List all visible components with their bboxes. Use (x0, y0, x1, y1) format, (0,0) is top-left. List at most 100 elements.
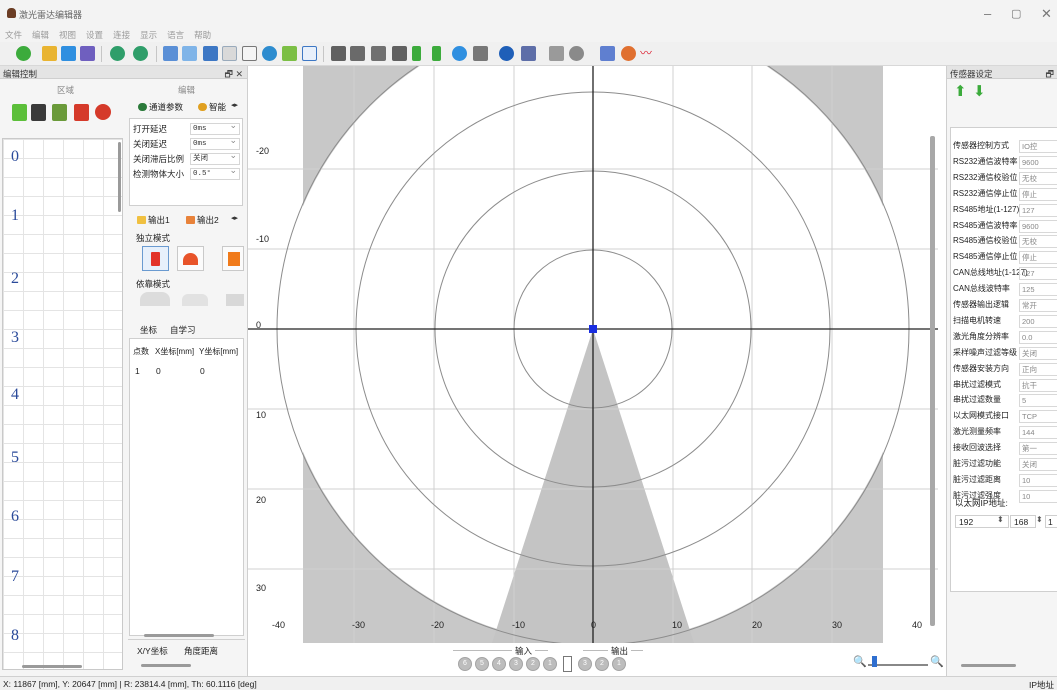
device-icon[interactable] (521, 46, 536, 61)
setting-value[interactable]: 无校 (1019, 171, 1057, 185)
setting-value[interactable]: 127 (1019, 203, 1057, 217)
ip-octet-1[interactable]: 192 (955, 515, 1009, 528)
ip-octet-2[interactable]: 168 (1010, 515, 1036, 528)
tab-coordinates[interactable]: 坐标 (140, 325, 158, 335)
tool-a-icon[interactable] (331, 46, 346, 61)
zone-row-7[interactable]: 7 (11, 568, 19, 585)
output-tab-arrows[interactable]: ◂▸ (231, 215, 239, 222)
setting-value[interactable]: 抗干 (1019, 378, 1057, 392)
tab-output-1[interactable]: 输出1 (137, 214, 170, 228)
menu-view[interactable]: 视图 (59, 30, 77, 40)
input-6-indicator[interactable]: 6 (458, 657, 472, 671)
mode-independent-2[interactable] (177, 246, 204, 271)
coordinate-table[interactable] (129, 338, 244, 636)
ip-octet-3[interactable]: 1 (1045, 515, 1057, 528)
output-3-indicator[interactable]: 3 (578, 657, 592, 671)
setting-value[interactable]: 关闭 (1019, 458, 1057, 471)
output-1-indicator[interactable]: 1 (612, 657, 626, 671)
mode-independent-3[interactable] (222, 246, 244, 271)
document-icon[interactable] (222, 46, 237, 61)
zone-scrollbar[interactable] (118, 142, 121, 212)
setting-value[interactable]: 125 (1019, 283, 1057, 297)
add-zone-icon[interactable] (12, 104, 27, 121)
new-icon[interactable] (16, 46, 31, 61)
setting-value[interactable]: 200 (1019, 314, 1057, 328)
upload-icon[interactable] (412, 46, 421, 61)
setting-value[interactable]: 关闭 (1019, 346, 1057, 360)
save-as-icon[interactable] (80, 46, 95, 61)
canvas-vscroll[interactable] (930, 136, 935, 626)
menu-file[interactable]: 文件 (5, 30, 23, 40)
panel-float-close-icon[interactable]: 🗗 ✕ (224, 69, 244, 79)
refresh-icon[interactable] (282, 46, 297, 61)
zoom-in-icon[interactable]: 🔍 (930, 656, 944, 668)
param-open-delay-select[interactable]: 0ms (190, 121, 240, 135)
menu-connect[interactable]: 连接 (113, 30, 131, 40)
row-1-y[interactable]: 0 (200, 366, 205, 376)
menu-language[interactable]: 语言 (167, 30, 185, 40)
setting-value[interactable]: 10 (1019, 489, 1057, 503)
mode-dependent-1[interactable] (140, 292, 170, 306)
menu-help[interactable]: 帮助 (194, 30, 212, 40)
mode-dependent-2[interactable] (182, 294, 208, 306)
zoom-out-icon[interactable]: 🔍 (853, 656, 867, 668)
import-zone-icon[interactable] (52, 104, 67, 121)
clear-zone-icon[interactable] (95, 104, 111, 120)
settings-hscroll[interactable] (961, 664, 1016, 667)
tab-self-learning[interactable]: 自学习 (170, 325, 196, 335)
chart-icon[interactable] (182, 46, 197, 61)
redo-icon[interactable] (133, 46, 148, 61)
zone-row-2[interactable]: 2 (11, 270, 19, 287)
zone-row-1[interactable]: 1 (11, 207, 19, 224)
zone-row-5[interactable]: 5 (11, 449, 19, 466)
power-icon[interactable] (452, 46, 467, 61)
layers-icon[interactable] (600, 46, 615, 61)
zone-list[interactable] (2, 138, 123, 670)
ip-octet-2-spin-icon[interactable]: ⬍ (1036, 515, 1043, 524)
zone-row-3[interactable]: 3 (11, 329, 19, 346)
table-hscroll[interactable] (144, 634, 214, 637)
zone-row-4[interactable]: 4 (11, 386, 19, 403)
zoom-slider[interactable] (868, 664, 928, 666)
output-2-indicator[interactable]: 2 (595, 657, 609, 671)
tab-scroll-arrows[interactable]: ◂▸ (231, 102, 239, 109)
list-icon[interactable] (302, 46, 317, 61)
stop-icon[interactable] (473, 46, 488, 61)
zone-row-8[interactable]: 8 (11, 627, 19, 644)
download-settings-icon[interactable]: ⬇ (973, 83, 986, 100)
setting-value[interactable]: 10 (1019, 473, 1057, 487)
sensor-origin-marker[interactable] (589, 325, 597, 333)
delete-zone-icon[interactable] (74, 104, 89, 121)
setting-value[interactable]: 127 (1019, 267, 1057, 281)
tool-e-icon[interactable] (549, 46, 564, 61)
setting-value[interactable]: TCP (1019, 410, 1057, 424)
mode-independent-1[interactable] (142, 246, 169, 271)
minimize-icon[interactable]: – (984, 6, 992, 21)
zone-row-6[interactable]: 6 (11, 508, 19, 525)
info-icon[interactable] (499, 46, 514, 61)
panel-float-icon[interactable]: 🗗 (1045, 69, 1054, 79)
record-icon[interactable] (262, 46, 277, 61)
row-1-x[interactable]: 0 (156, 366, 161, 376)
setting-value[interactable]: 第一 (1019, 442, 1057, 456)
setting-value[interactable]: 停止 (1019, 187, 1057, 201)
waveform-icon[interactable]: 〰 (640, 46, 653, 60)
zone-row-0[interactable]: 0 (11, 148, 19, 165)
tool-f-icon[interactable] (569, 46, 584, 61)
input-5-indicator[interactable]: 5 (475, 657, 489, 671)
scan-plot[interactable]: -20 -10 0 10 20 30 -40 -30 -20 -10 0 10 … (248, 66, 948, 643)
input-4-indicator[interactable]: 4 (492, 657, 506, 671)
zoom-slider-handle[interactable] (872, 656, 877, 667)
setting-value[interactable]: 无校 (1019, 235, 1057, 249)
download-icon[interactable] (432, 46, 441, 61)
zone-hscroll[interactable] (22, 665, 82, 668)
left-bottom-hscroll[interactable] (141, 664, 191, 667)
setting-value[interactable]: 常开 (1019, 299, 1057, 312)
setting-value[interactable]: 9600 (1019, 155, 1057, 169)
row-1-point[interactable]: 1 (135, 366, 140, 376)
close-icon[interactable]: ✕ (1041, 6, 1052, 21)
input-2-indicator[interactable]: 2 (526, 657, 540, 671)
setting-value[interactable]: 9600 (1019, 219, 1057, 233)
param-close-delay-select[interactable]: 0ms (190, 136, 240, 150)
tool-c-icon[interactable] (371, 46, 386, 61)
